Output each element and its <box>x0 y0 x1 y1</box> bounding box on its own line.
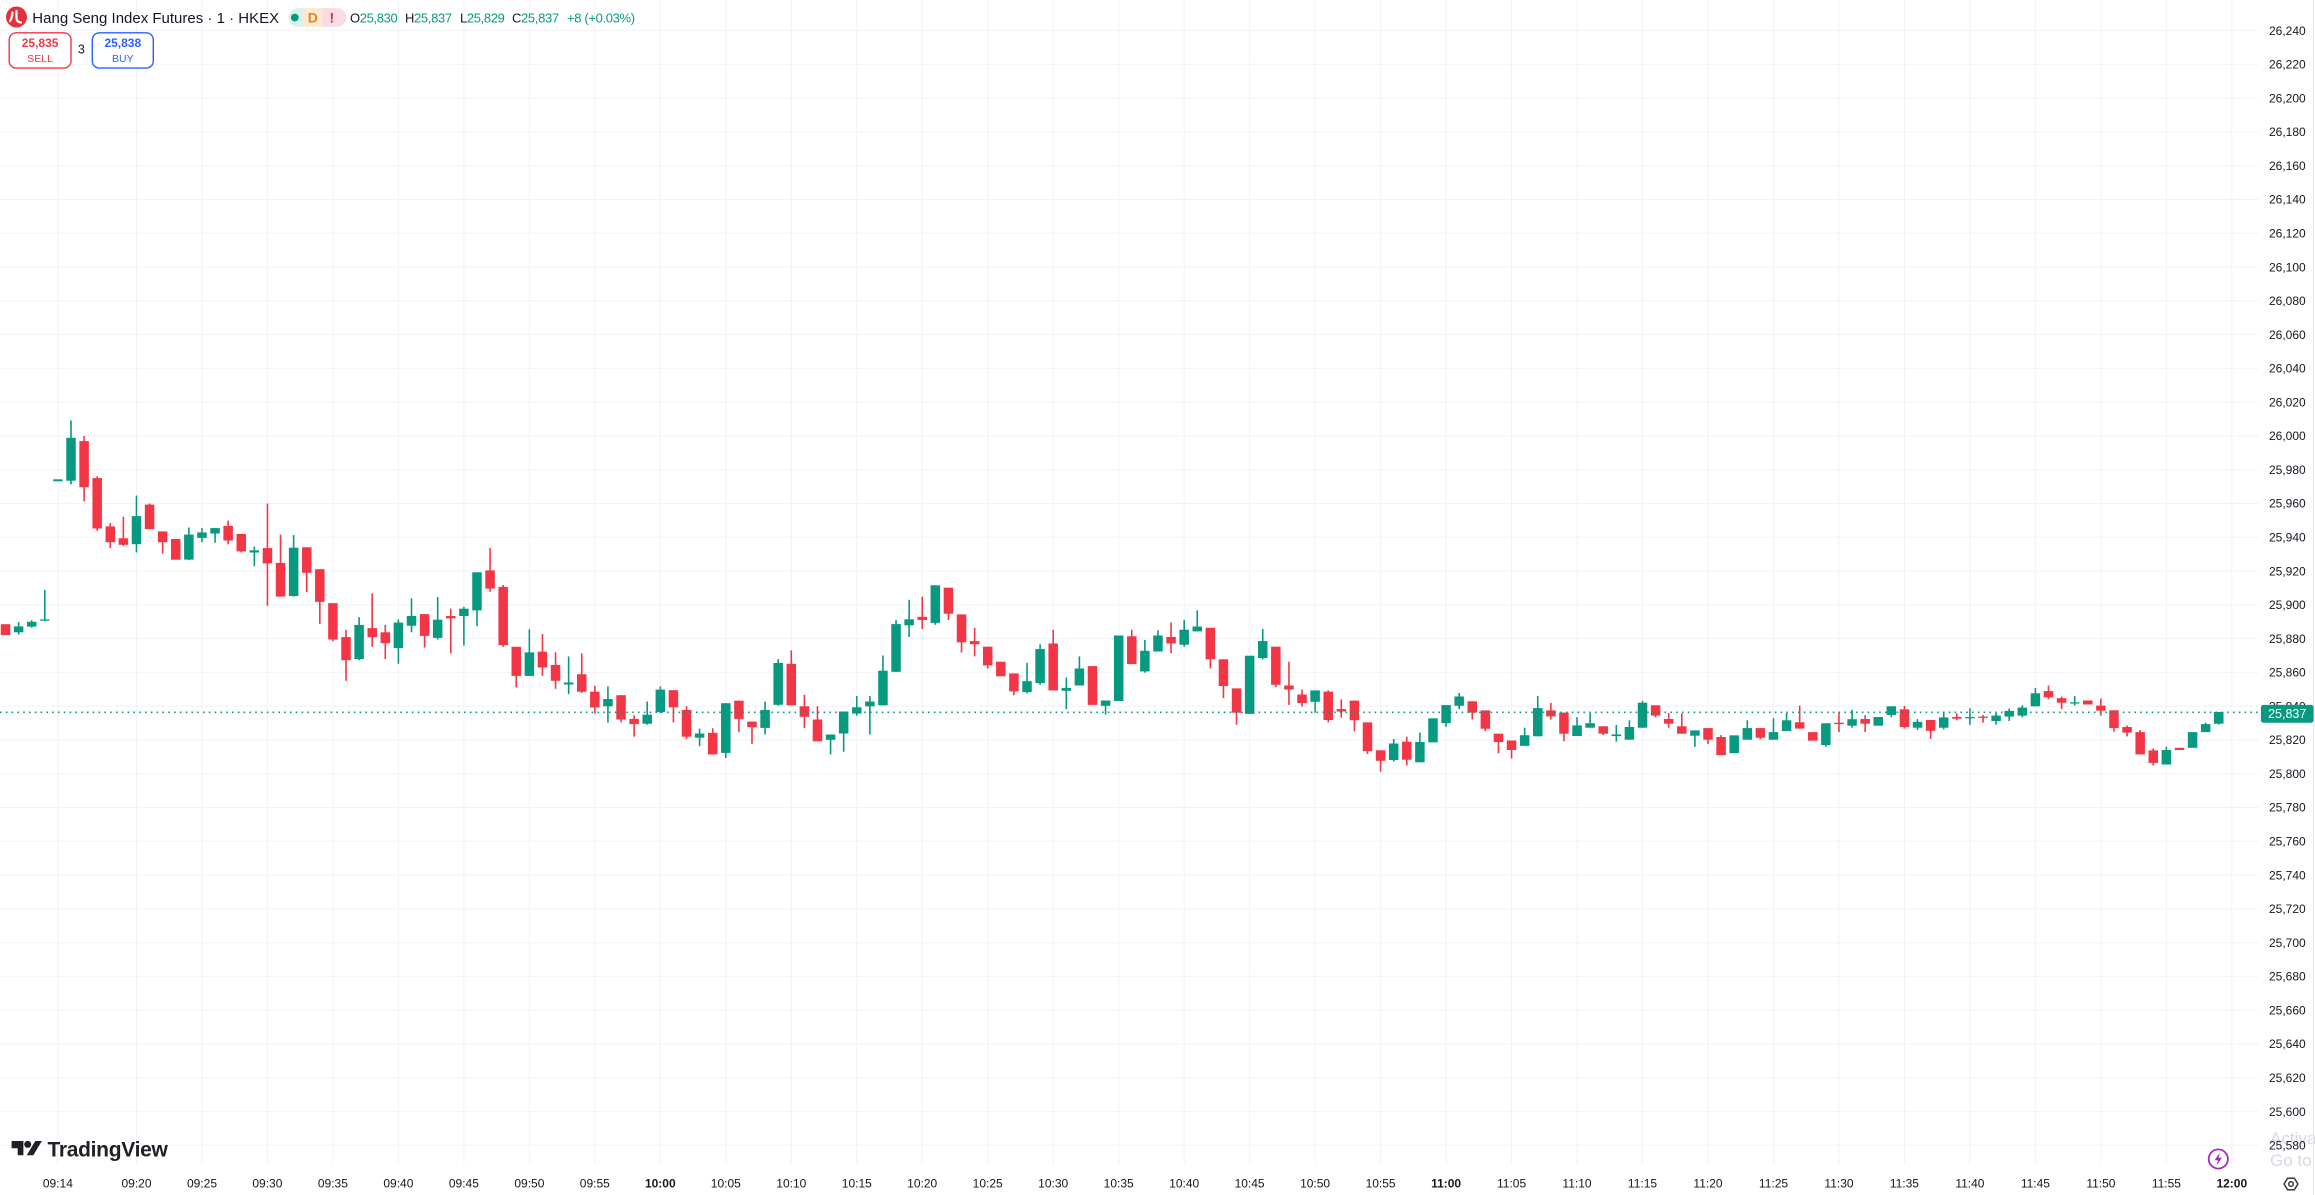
svg-text:11:45: 11:45 <box>2021 1177 2050 1191</box>
svg-text:09:25: 09:25 <box>187 1177 217 1191</box>
svg-text:10:15: 10:15 <box>842 1177 872 1191</box>
svg-text:26,120: 26,120 <box>2269 227 2306 241</box>
svg-text:11:05: 11:05 <box>1497 1177 1526 1191</box>
svg-text:25,835: 25,835 <box>22 36 59 50</box>
svg-text:11:30: 11:30 <box>1824 1177 1853 1191</box>
svg-text:10:50: 10:50 <box>1300 1177 1330 1191</box>
svg-text:10:30: 10:30 <box>1038 1177 1068 1191</box>
svg-text:10:25: 10:25 <box>973 1177 1003 1191</box>
svg-text:12:00: 12:00 <box>2216 1177 2247 1191</box>
svg-text:25,720: 25,720 <box>2269 902 2306 916</box>
svg-text:09:55: 09:55 <box>580 1177 610 1191</box>
svg-text:25,960: 25,960 <box>2269 497 2306 511</box>
svg-text:11:15: 11:15 <box>1628 1177 1657 1191</box>
svg-text:25,700: 25,700 <box>2269 936 2306 950</box>
svg-text:10:20: 10:20 <box>907 1177 937 1191</box>
svg-text:10:35: 10:35 <box>1104 1177 1134 1191</box>
svg-text:25,620: 25,620 <box>2269 1071 2306 1085</box>
svg-text:25,740: 25,740 <box>2269 868 2306 882</box>
svg-text:09:35: 09:35 <box>318 1177 348 1191</box>
svg-text:09:14: 09:14 <box>43 1177 73 1191</box>
svg-text:3: 3 <box>78 43 85 57</box>
svg-text:D: D <box>308 10 318 26</box>
svg-text:25,837: 25,837 <box>2268 707 2306 721</box>
svg-text:10:40: 10:40 <box>1169 1177 1199 1191</box>
svg-text:25,800: 25,800 <box>2269 767 2306 781</box>
svg-text:!: ! <box>329 10 334 26</box>
svg-text:10:45: 10:45 <box>1235 1177 1265 1191</box>
svg-text:25,980: 25,980 <box>2269 463 2306 477</box>
svg-text:25,880: 25,880 <box>2269 632 2306 646</box>
svg-text:26,020: 26,020 <box>2269 395 2306 409</box>
svg-text:11:40: 11:40 <box>1955 1177 1984 1191</box>
svg-text:26,140: 26,140 <box>2269 193 2306 207</box>
svg-text:BUY: BUY <box>112 53 134 65</box>
svg-text:26,180: 26,180 <box>2269 125 2306 139</box>
svg-text:26,240: 26,240 <box>2269 24 2306 38</box>
svg-text:25,660: 25,660 <box>2269 1003 2306 1017</box>
svg-text:11:20: 11:20 <box>1693 1177 1722 1191</box>
svg-text:26,080: 26,080 <box>2269 294 2306 308</box>
svg-text:26,060: 26,060 <box>2269 328 2306 342</box>
svg-text:10:00: 10:00 <box>645 1177 676 1191</box>
svg-text:25,680: 25,680 <box>2269 970 2306 984</box>
svg-text:TradingView: TradingView <box>48 1139 169 1162</box>
svg-text:25,580: 25,580 <box>2269 1139 2306 1153</box>
svg-text:26,220: 26,220 <box>2269 58 2306 72</box>
svg-text:Hang Seng Index Futures · 1 ·: Hang Seng Index Futures · 1 · HKEX <box>32 10 279 27</box>
svg-text:11:00: 11:00 <box>1431 1177 1461 1191</box>
svg-text:26,040: 26,040 <box>2269 362 2306 376</box>
svg-text:11:35: 11:35 <box>1890 1177 1919 1191</box>
svg-text:SELL: SELL <box>27 53 53 65</box>
svg-text:25,780: 25,780 <box>2269 801 2306 815</box>
svg-text:25,940: 25,940 <box>2269 531 2306 545</box>
svg-text:26,100: 26,100 <box>2269 260 2306 274</box>
svg-text:26,200: 26,200 <box>2269 91 2306 105</box>
svg-text:11:10: 11:10 <box>1562 1177 1591 1191</box>
svg-text:Go to Set: Go to Set <box>2270 1151 2315 1170</box>
svg-text:25,860: 25,860 <box>2269 666 2306 680</box>
svg-text:09:40: 09:40 <box>383 1177 413 1191</box>
svg-text:25,920: 25,920 <box>2269 564 2306 578</box>
svg-text:09:45: 09:45 <box>449 1177 479 1191</box>
svg-text:25,820: 25,820 <box>2269 733 2306 747</box>
svg-text:09:20: 09:20 <box>121 1177 151 1191</box>
svg-text:26,160: 26,160 <box>2269 159 2306 173</box>
svg-text:25,760: 25,760 <box>2269 835 2306 849</box>
svg-text:11:25: 11:25 <box>1759 1177 1788 1191</box>
svg-text:Activate: Activate <box>2270 1129 2315 1148</box>
svg-text:09:30: 09:30 <box>252 1177 282 1191</box>
svg-text:26,000: 26,000 <box>2269 429 2306 443</box>
svg-text:10:55: 10:55 <box>1366 1177 1396 1191</box>
svg-text:10:05: 10:05 <box>711 1177 741 1191</box>
svg-text:10:10: 10:10 <box>776 1177 806 1191</box>
svg-text:11:55: 11:55 <box>2152 1177 2181 1191</box>
svg-text:25,900: 25,900 <box>2269 598 2306 612</box>
svg-text:25,640: 25,640 <box>2269 1037 2306 1051</box>
svg-text:25,838: 25,838 <box>104 36 141 50</box>
svg-text:11:50: 11:50 <box>2086 1177 2115 1191</box>
svg-text:09:50: 09:50 <box>514 1177 544 1191</box>
svg-text:25,600: 25,600 <box>2269 1105 2306 1119</box>
